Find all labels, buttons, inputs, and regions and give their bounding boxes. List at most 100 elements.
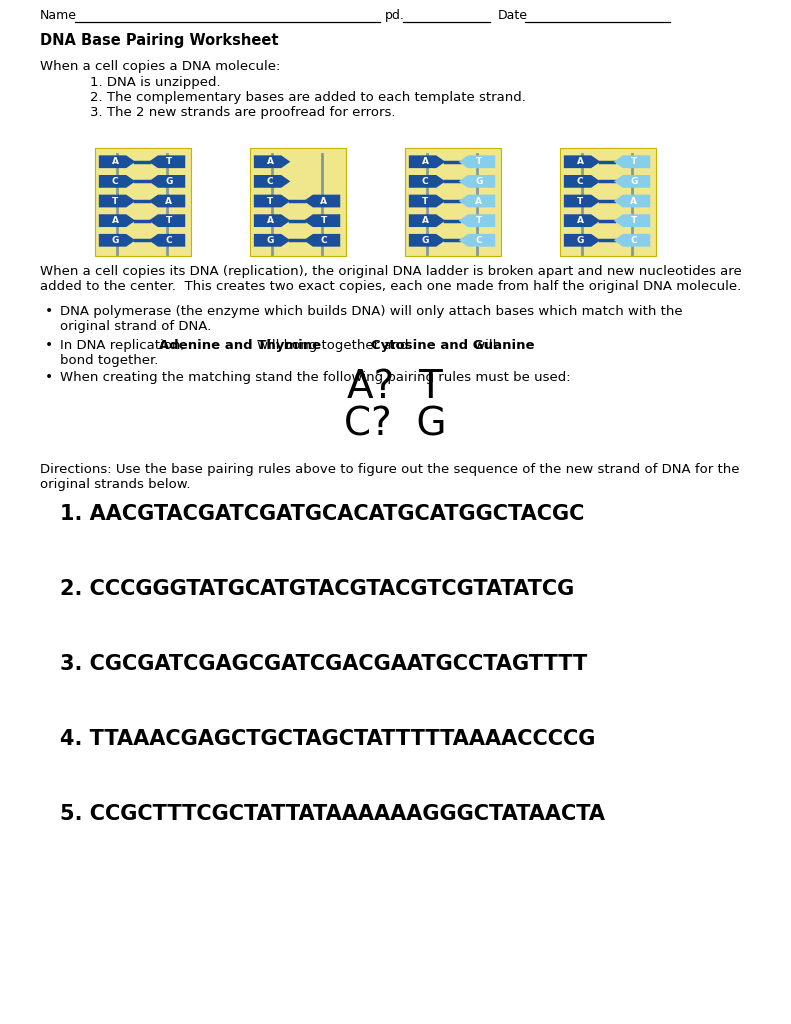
Polygon shape xyxy=(149,175,185,187)
Text: Name: Name xyxy=(40,9,77,22)
Text: G: G xyxy=(475,177,483,186)
Text: DNA polymerase (the enzyme which builds DNA) will only attach bases which match : DNA polymerase (the enzyme which builds … xyxy=(60,305,683,318)
Text: T: T xyxy=(267,197,274,206)
Text: Adenine and Thymine: Adenine and Thymine xyxy=(159,339,321,352)
Text: G: G xyxy=(422,236,429,245)
Polygon shape xyxy=(99,233,135,247)
Text: 1. DNA is unzipped.: 1. DNA is unzipped. xyxy=(90,76,221,89)
Polygon shape xyxy=(564,214,600,227)
Polygon shape xyxy=(304,195,340,208)
Text: G: G xyxy=(267,236,274,245)
Text: 2. CCCGGGTATGCATGTACGTACGTCGTATATCG: 2. CCCGGGTATGCATGTACGTACGTCGTATATCG xyxy=(60,579,574,599)
Text: added to the center.  This creates two exact copies, each one made from half the: added to the center. This creates two ex… xyxy=(40,280,741,293)
Text: •: • xyxy=(45,338,53,352)
Text: A: A xyxy=(267,158,274,166)
Text: In DNA replication,: In DNA replication, xyxy=(60,339,189,352)
Polygon shape xyxy=(409,195,445,208)
Polygon shape xyxy=(409,175,445,187)
Text: 2. The complementary bases are added to each template strand.: 2. The complementary bases are added to … xyxy=(90,91,526,104)
FancyBboxPatch shape xyxy=(405,148,501,256)
Text: A: A xyxy=(577,158,584,166)
Text: C: C xyxy=(267,177,274,186)
Text: •: • xyxy=(45,370,53,384)
Text: original strands below.: original strands below. xyxy=(40,478,191,490)
Text: T: T xyxy=(630,158,637,166)
Text: C: C xyxy=(475,236,483,245)
Polygon shape xyxy=(99,214,135,227)
Polygon shape xyxy=(459,195,495,208)
Polygon shape xyxy=(614,233,650,247)
Polygon shape xyxy=(614,175,650,187)
Text: original strand of DNA.: original strand of DNA. xyxy=(60,319,211,333)
Polygon shape xyxy=(459,214,495,227)
Polygon shape xyxy=(564,175,600,187)
Polygon shape xyxy=(149,214,185,227)
Text: C: C xyxy=(112,177,119,186)
FancyBboxPatch shape xyxy=(95,148,191,256)
Text: A: A xyxy=(475,197,483,206)
Text: 3. The 2 new strands are proofread for errors.: 3. The 2 new strands are proofread for e… xyxy=(90,106,396,119)
Text: T: T xyxy=(112,197,119,206)
FancyBboxPatch shape xyxy=(560,148,656,256)
Text: A: A xyxy=(320,197,327,206)
Text: 1. AACGTACGATCGATGCACATGCATGGCTACGC: 1. AACGTACGATCGATGCACATGCATGGCTACGC xyxy=(60,504,585,524)
Text: A: A xyxy=(422,158,429,166)
Text: T: T xyxy=(165,158,172,166)
Text: Directions: Use the base pairing rules above to figure out the sequence of the n: Directions: Use the base pairing rules a… xyxy=(40,463,740,476)
Text: C: C xyxy=(630,236,637,245)
Text: C?  G: C? G xyxy=(343,406,446,444)
Text: bond together.: bond together. xyxy=(60,354,158,367)
Text: When creating the matching stand the following pairing rules must be used:: When creating the matching stand the fol… xyxy=(60,371,570,384)
Text: C: C xyxy=(320,236,327,245)
Text: G: G xyxy=(630,177,638,186)
Text: T: T xyxy=(320,216,327,225)
Text: A: A xyxy=(630,197,638,206)
Text: When a cell copies its DNA (replication), the original DNA ladder is broken apar: When a cell copies its DNA (replication)… xyxy=(40,265,742,278)
Text: G: G xyxy=(165,177,172,186)
Text: T: T xyxy=(422,197,429,206)
Polygon shape xyxy=(564,195,600,208)
Polygon shape xyxy=(149,156,185,168)
Polygon shape xyxy=(614,195,650,208)
Polygon shape xyxy=(149,233,185,247)
Text: A: A xyxy=(112,216,119,225)
Polygon shape xyxy=(409,233,445,247)
Text: pd.: pd. xyxy=(385,9,405,22)
Polygon shape xyxy=(149,195,185,208)
Polygon shape xyxy=(304,233,340,247)
Polygon shape xyxy=(409,156,445,168)
Text: A: A xyxy=(422,216,429,225)
Text: Cytosine and Guanine: Cytosine and Guanine xyxy=(371,339,535,352)
Text: C: C xyxy=(577,177,584,186)
Polygon shape xyxy=(614,156,650,168)
Text: T: T xyxy=(577,197,584,206)
Polygon shape xyxy=(614,214,650,227)
Text: C: C xyxy=(165,236,172,245)
Text: C: C xyxy=(422,177,429,186)
Polygon shape xyxy=(564,156,600,168)
Polygon shape xyxy=(564,233,600,247)
Text: G: G xyxy=(577,236,584,245)
Text: T: T xyxy=(475,158,482,166)
Text: T: T xyxy=(165,216,172,225)
Text: A: A xyxy=(165,197,172,206)
Text: DNA Base Pairing Worksheet: DNA Base Pairing Worksheet xyxy=(40,33,278,48)
Text: T: T xyxy=(475,216,482,225)
Text: 3. CGCGATCGAGCGATCGACGAATGCCTAGTTTT: 3. CGCGATCGAGCGATCGACGAATGCCTAGTTTT xyxy=(60,654,587,674)
Polygon shape xyxy=(304,214,340,227)
Polygon shape xyxy=(459,233,495,247)
Polygon shape xyxy=(99,156,135,168)
Polygon shape xyxy=(459,175,495,187)
Text: T: T xyxy=(630,216,637,225)
Polygon shape xyxy=(254,175,290,187)
Text: will: will xyxy=(470,339,497,352)
Text: will bong together and: will bong together and xyxy=(252,339,412,352)
Text: 4. TTAAACGAGCTGCTAGCTATTTTTAAAACCCCG: 4. TTAAACGAGCTGCTAGCTATTTTTAAAACCCCG xyxy=(60,729,596,749)
Polygon shape xyxy=(254,233,290,247)
Polygon shape xyxy=(459,156,495,168)
Text: 5. CCGCTTTCGCTATTATAAAAAAGGGCTATAACTA: 5. CCGCTTTCGCTATTATAAAAAAGGGCTATAACTA xyxy=(60,804,605,824)
Text: Date: Date xyxy=(498,9,528,22)
Polygon shape xyxy=(254,214,290,227)
Polygon shape xyxy=(409,214,445,227)
Text: A: A xyxy=(577,216,584,225)
